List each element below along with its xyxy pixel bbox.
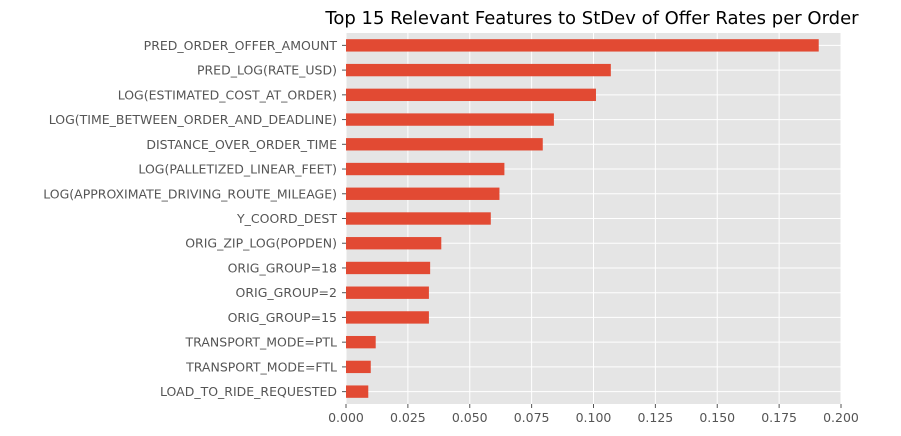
y-tick-label: ORIG_GROUP=18 (228, 260, 337, 275)
y-tick-label: PRED_ORDER_OFFER_AMOUNT (144, 38, 338, 53)
y-tick-label: LOG(APPROXIMATE_DRIVING_ROUTE_MILEAGE) (43, 186, 337, 201)
chart-title: Top 15 Relevant Features to StDev of Off… (324, 8, 859, 29)
y-tick-label: ORIG_ZIP_LOG(POPDEN) (185, 236, 337, 251)
bar (346, 212, 491, 225)
y-tick-label: ORIG_GROUP=2 (236, 285, 337, 300)
bar (346, 237, 442, 250)
x-tick-label: 0.175 (761, 410, 797, 425)
y-tick-label: TRANSPORT_MODE=PTL (185, 335, 337, 350)
y-tick-label: Y_COORD_DEST (236, 211, 337, 226)
y-tick-label: LOAD_TO_RIDE_REQUESTED (160, 384, 337, 399)
x-tick-label: 0.150 (699, 410, 735, 425)
x-tick-label: 0.200 (823, 410, 859, 425)
y-tick-label: ORIG_GROUP=15 (228, 310, 337, 325)
y-tick-label: DISTANCE_OVER_ORDER_TIME (146, 137, 337, 152)
bar (346, 335, 376, 349)
x-tick-label: 0.125 (637, 410, 673, 425)
x-tick-label: 0.025 (390, 410, 426, 425)
y-tick-label: LOG(PALLETIZED_LINEAR_FEET) (138, 162, 337, 177)
bar (346, 162, 505, 176)
bar (346, 286, 429, 299)
bar (346, 261, 431, 275)
y-tick-label: PRED_LOG(RATE_USD) (197, 63, 337, 78)
bar (346, 39, 819, 52)
y-tick-label: TRANSPORT_MODE=FTL (185, 359, 337, 374)
bar (346, 138, 543, 151)
bar (346, 360, 371, 374)
x-tick-label: 0.000 (328, 410, 364, 425)
x-tick-label: 0.050 (452, 410, 488, 425)
bar (346, 113, 554, 126)
y-tick-label: LOG(TIME_BETWEEN_ORDER_AND_DEADLINE) (49, 112, 337, 127)
bar (346, 311, 429, 324)
bar (346, 187, 500, 200)
bar (346, 385, 369, 398)
x-tick-label: 0.100 (576, 410, 612, 425)
bars (346, 39, 819, 398)
bar (346, 88, 596, 102)
y-tick-labels: PRED_ORDER_OFFER_AMOUNT PRED_LOG(RATE_USD… (43, 38, 337, 399)
bar (346, 63, 611, 77)
x-tick-label: 0.075 (514, 410, 550, 425)
y-tick-label: LOG(ESTIMATED_COST_AT_ORDER) (118, 87, 337, 102)
x-tick-labels: 0.000 0.025 0.050 0.075 0.100 0.125 0.150 0.175… (328, 410, 859, 425)
